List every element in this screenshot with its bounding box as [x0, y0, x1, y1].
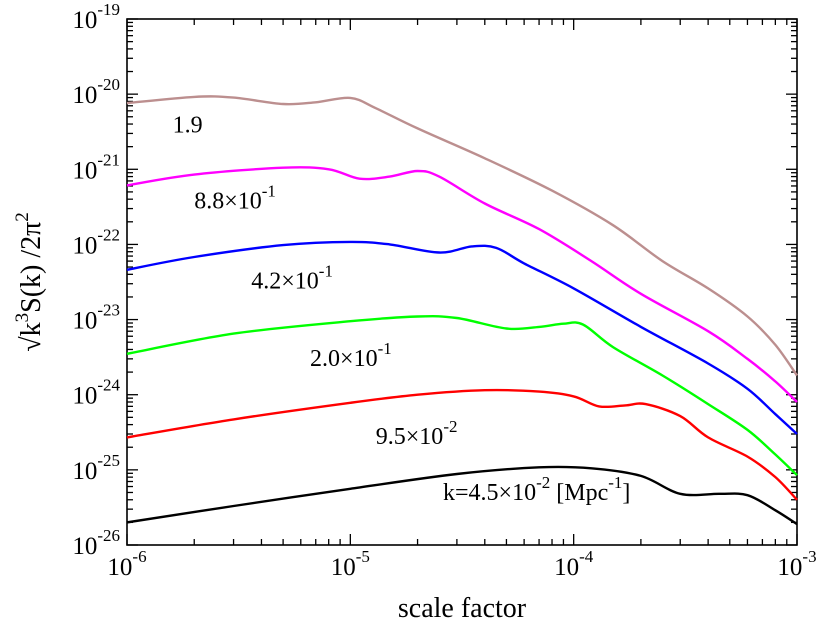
curve-label: k=4.5×10-2 [Mpc-1]: [443, 473, 630, 506]
y-tick-label: 10-19: [72, 0, 120, 34]
y-label-rest: S(k) /2π: [16, 222, 47, 313]
y-tick-labels: 10-26 10-25 10-24 10-23 10-22 10-21 10-20 10-19: [72, 0, 120, 560]
curve-labels: k=4.5×10-2 [Mpc-1] 9.5×10-2 2.0×10-1 4.2×10…: [173, 112, 631, 505]
series-line: [126, 314, 798, 477]
y-axis-label: √k3S(k) /2π2: [12, 212, 47, 352]
series-lines: [126, 95, 798, 526]
plot-frame: [126, 18, 798, 546]
curve-label: 1.9: [173, 112, 203, 138]
x-tick-label: 10-4: [554, 547, 594, 581]
y-tick-label: 10-26: [72, 526, 120, 560]
x-tick-label: 10-3: [777, 547, 816, 581]
y-label-k-exp: 3: [12, 313, 33, 323]
series-line: [126, 166, 798, 403]
curve-label: 8.8×10-1: [194, 182, 276, 215]
curve-label: 9.5×10-2: [376, 417, 458, 450]
series-line: [126, 465, 798, 526]
curve-label: 2.0×10-1: [310, 339, 392, 372]
y-label-k: k: [16, 322, 47, 336]
x-tick-label: 10-5: [331, 547, 370, 581]
y-tick-label: 10-24: [72, 376, 120, 410]
y-label-pi-exp: 2: [12, 212, 33, 222]
y-tick-label: 10-23: [72, 301, 120, 335]
series-line: [126, 388, 798, 501]
y-tick-label: 10-21: [72, 150, 120, 184]
x-tick-labels: 10-6 10-5 10-4 10-3: [107, 547, 816, 581]
y-tick-label: 10-25: [72, 451, 120, 485]
series-line: [126, 240, 798, 435]
x-axis-label: scale factor: [398, 593, 527, 624]
x-tick-label: 10-6: [107, 547, 146, 581]
y-label-sqrt: √: [16, 336, 47, 352]
y-tick-label: 10-22: [72, 225, 120, 259]
curve-label: 4.2×10-1: [251, 261, 333, 294]
y-tick-label: 10-20: [72, 75, 120, 109]
series-line: [126, 95, 798, 377]
